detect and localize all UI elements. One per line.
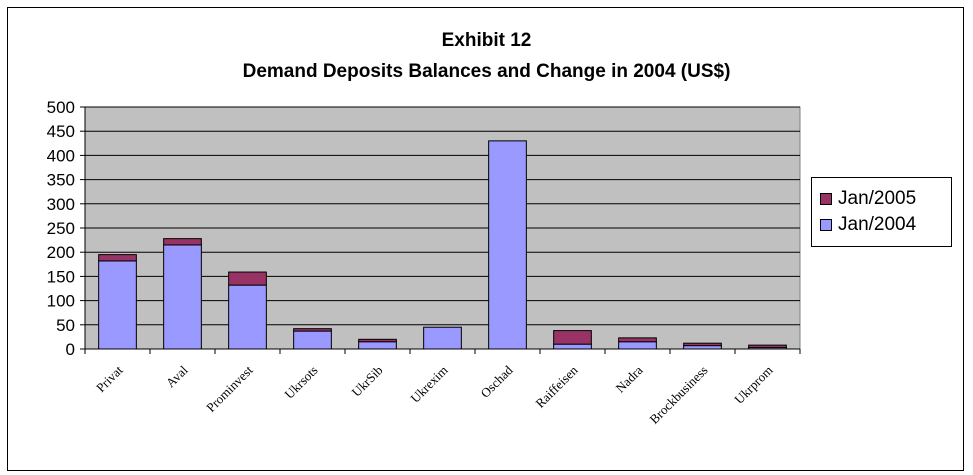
bar-jan2004	[98, 260, 137, 350]
bar-jan2004	[553, 343, 592, 350]
bar-jan2004	[683, 345, 722, 350]
x-tick-label: UkrSib	[348, 363, 385, 400]
y-tick-label: 300	[47, 195, 75, 214]
y-tick-label: 250	[47, 219, 75, 238]
bar-jan2005	[228, 271, 267, 286]
bar-jan2004	[618, 341, 657, 350]
bar-jan2004	[358, 341, 397, 350]
y-tick-label: 350	[47, 171, 75, 190]
y-tick-label: 450	[47, 122, 75, 141]
y-tick-label: 200	[47, 243, 75, 262]
x-tick-label: Ukrexim	[407, 363, 450, 406]
bar-jan2004	[293, 330, 332, 350]
bar-jan2004	[423, 326, 462, 350]
legend-swatch-jan2004	[820, 219, 832, 231]
bar-jan2005	[358, 338, 397, 343]
y-tick-label: 400	[47, 146, 75, 165]
bar-jan2004	[228, 284, 267, 350]
x-tick-label: Aval	[163, 362, 191, 390]
bar-jan2004	[488, 140, 527, 350]
chart-subtitle: Demand Deposits Balances and Change in 2…	[242, 61, 731, 82]
x-tick-label: Ukrprom	[731, 363, 775, 407]
bar-jan2005	[553, 330, 592, 345]
x-tick-label: Oschad	[477, 362, 516, 401]
x-tick-label: Prominvest	[203, 362, 256, 415]
bar-jan2005	[618, 337, 657, 343]
x-tick-label: Raiffeisen	[532, 362, 581, 411]
legend-item-jan2005: Jan/2005	[820, 187, 916, 211]
chart-title: Exhibit 12	[441, 30, 532, 51]
bar-jan2005	[683, 342, 722, 347]
x-tick-label: Privat	[93, 362, 126, 395]
bar-jan2005	[98, 254, 137, 262]
bar-jan2005	[163, 238, 202, 246]
x-tick-label: Nadra	[613, 362, 646, 395]
bar-jan2004	[163, 244, 202, 350]
legend-swatch-jan2005	[820, 193, 832, 205]
y-tick-label: 50	[56, 316, 75, 335]
legend-item-jan2004: Jan/2004	[820, 213, 916, 237]
legend-label-jan2004: Jan/2004	[838, 214, 917, 235]
x-tick-label: Ukrsots	[281, 363, 320, 402]
bar-jan2005	[293, 328, 332, 332]
x-tick-label: Brockbusiness	[646, 363, 710, 427]
y-tick-label: 500	[47, 98, 75, 117]
bar-jan2005	[748, 344, 787, 349]
y-tick-label: 150	[47, 267, 75, 286]
y-tick-label: 0	[66, 340, 75, 359]
chart-legend: Jan/2005 Jan/2004	[811, 177, 952, 247]
legend-label-jan2005: Jan/2005	[838, 188, 917, 209]
y-tick-label: 100	[47, 292, 75, 311]
